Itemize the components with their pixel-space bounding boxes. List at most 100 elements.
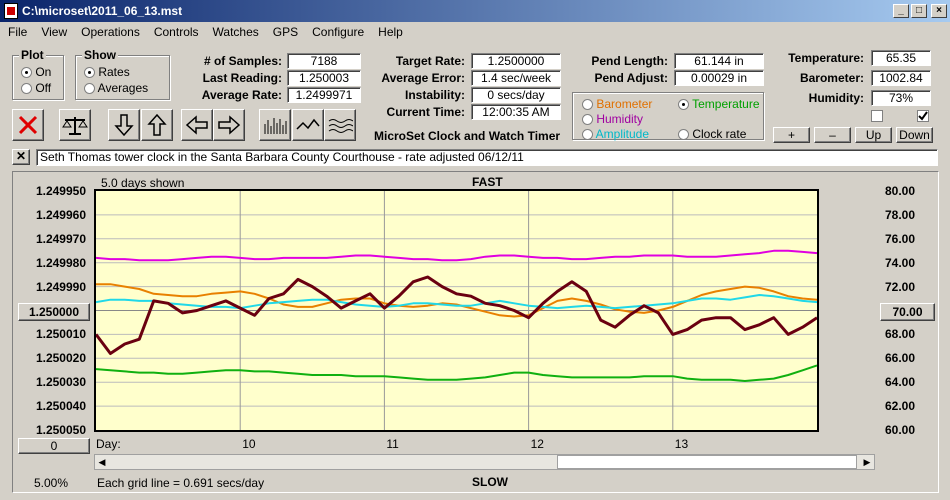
show-rates-radio[interactable] [84,67,95,79]
current-time-value: 12:00:35 AM [471,104,561,120]
average-error-label: Average Error: [381,71,465,85]
menu-view[interactable]: View [41,25,68,39]
menu-operations[interactable]: Operations [81,25,140,39]
left-axis-tick: 1.249970 [35,231,86,246]
sensor-amplitude-radio[interactable] [582,129,593,141]
plot-area [94,189,819,432]
show-averages-option[interactable]: Averages [84,81,148,95]
right-axis-tick: 76.00 [885,231,916,246]
bars-view-button[interactable] [259,109,291,141]
line-view-button[interactable] [292,109,324,141]
plot-on-option[interactable]: On [21,65,51,79]
sensor-humidity-option[interactable]: Humidity [582,112,643,126]
menu-bar: File View Operations Controls Watches GPS Conf… [0,22,950,41]
target-rate-label: Target Rate: [395,54,465,68]
target-rate-value: 1.2500000 [471,53,561,69]
right-checkbox[interactable] [917,110,929,122]
sensor-barometer-option[interactable]: Barometer [582,97,652,111]
arrow-up-button[interactable] [141,109,173,141]
series-barometer [96,283,818,318]
fast-label: FAST [472,175,503,189]
menu-configure[interactable]: Configure [312,25,365,39]
right-axis-tick: 66.00 [885,351,916,366]
scroll-left-arrow[interactable]: ◀ [98,457,106,467]
menu-file[interactable]: File [8,25,28,39]
plot-group-label: Plot [19,48,46,62]
menu-controls[interactable]: Controls [153,25,199,39]
scroll-right-arrow[interactable]: ▶ [863,457,871,467]
left-axis-tick: 1.250040 [35,399,86,414]
left-reference-button[interactable]: 1.250000 [18,303,90,321]
pend-length-value: 61.144 in [674,53,764,69]
left-axis-tick: 1.249950 [35,184,86,198]
app-caption: MicroSet Clock and Watch Timer [374,129,561,143]
sensor-barometer-radio[interactable] [582,99,593,111]
horizontal-scrollbar[interactable]: ◀ ▶ [94,454,875,470]
scale-minus-button[interactable]: – [814,127,851,143]
line-graph-icon [296,118,320,130]
arrow-left-button[interactable] [181,109,213,141]
right-axis-tick: 68.00 [885,327,916,342]
sensor-amplitude-option[interactable]: Amplitude [582,127,649,141]
sensor-temperature-option[interactable]: Temperature [678,97,760,111]
series-temperature [95,364,818,382]
sensor-clock-rate-option[interactable]: Clock rate [678,127,746,141]
maximize-button[interactable]: □ [911,4,927,18]
left-axis-tick: 1.250020 [35,351,86,366]
x-axis-tick: 13 [674,437,689,451]
plot-panel [12,171,939,493]
left-axis-tick: 1.250010 [35,327,86,342]
arrow-up-icon [147,113,167,136]
left-axis-tick: 1.249990 [35,279,86,294]
plot-on-radio[interactable] [21,67,32,79]
right-axis-tick: 60.00 [885,423,916,437]
left-axis-tick: 1.250050 [35,423,86,437]
percent-label: 5.00% [34,476,69,490]
menu-watches[interactable]: Watches [212,25,259,39]
samples-label: # of Samples: [203,54,282,68]
scale-plus-button[interactable]: + [773,127,810,143]
sensor-temperature-radio[interactable] [678,99,689,111]
right-axis-tick: 80.00 [885,184,916,198]
close-button[interactable]: × [931,4,947,18]
minimize-button[interactable]: _ [893,4,909,18]
humidity-value: 73% [871,90,931,106]
arrow-right-button[interactable] [213,109,245,141]
left-zero-button[interactable]: 0 [18,438,90,454]
clear-note-button[interactable]: ✕ [12,149,30,165]
pend-adjust-value: 0.00029 in [674,70,764,86]
barometer-label: Barometer: [799,71,864,85]
sensor-clock-rate-radio[interactable] [678,129,689,141]
plot-off-radio[interactable] [21,83,32,95]
stop-button[interactable] [12,109,44,141]
temperature-value: 65.35 [871,50,931,66]
sensor-amplitude-label: Amplitude [595,127,650,141]
x-axis-tick: Day: [96,437,121,451]
scale-up-button[interactable]: Up [855,127,892,143]
menu-help[interactable]: Help [378,25,403,39]
right-reference-button[interactable]: 70.00 [880,303,935,321]
left-axis-tick: 1.250030 [35,375,86,390]
window-title: C:\microset\2011_06_13.mst [22,4,183,18]
sensor-selector: Barometer Temperature Humidity Amplitude… [572,92,764,141]
show-averages-radio[interactable] [84,83,95,95]
days-shown-label: 5.0 days shown [101,176,185,190]
scale-down-button[interactable]: Down [896,127,933,143]
rate-chart [94,191,818,430]
last-reading-value: 1.250003 [287,70,361,86]
close-note-icon: ✕ [15,149,27,163]
menu-gps[interactable]: GPS [272,25,299,39]
show-rates-option[interactable]: Rates [84,65,130,79]
plot-off-option[interactable]: Off [21,81,51,95]
right-axis-tick: 72.00 [885,279,916,294]
note-field[interactable]: Seth Thomas tower clock in the Santa Bar… [36,149,938,166]
sensor-humidity-label: Humidity [596,112,644,126]
left-checkbox[interactable] [871,110,883,122]
scroll-thumb[interactable] [557,455,857,469]
instability-value: 0 secs/day [471,87,561,103]
sensor-humidity-radio[interactable] [582,114,593,126]
arrow-down-button[interactable] [108,109,140,141]
balance-button[interactable] [59,109,91,141]
barometer-value: 1002.84 [871,70,931,86]
wave-view-button[interactable] [324,109,356,141]
